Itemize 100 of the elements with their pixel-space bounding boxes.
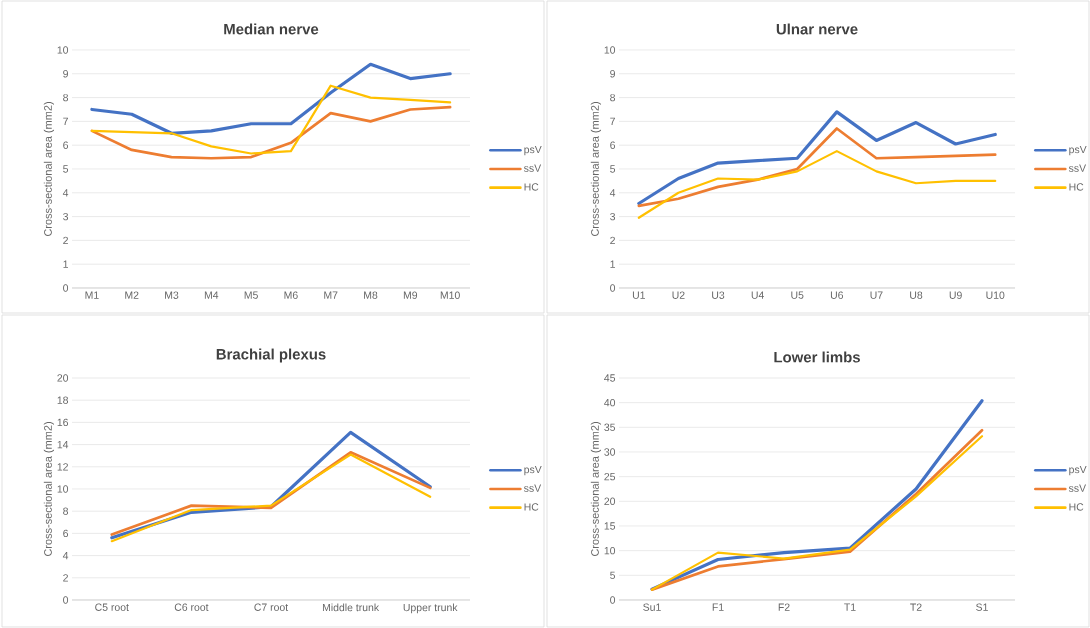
x-tick-label: T2 <box>910 603 922 611</box>
y-tick-label: 10 <box>604 546 616 555</box>
chart-title: Brachial plexus <box>216 348 326 363</box>
x-tick-label: U3 <box>712 291 725 299</box>
x-tick-label: M6 <box>284 291 298 299</box>
y-tick-label: 4 <box>609 189 616 197</box>
y-axis-title: Cross-sectional area (mm2) <box>43 102 55 237</box>
y-tick-label: 20 <box>57 374 69 382</box>
y-tick-label: 1 <box>610 260 615 268</box>
y-tick-label: 7 <box>63 117 68 125</box>
line-series <box>637 127 997 208</box>
x-tick-label: M5 <box>244 291 258 299</box>
x-tick-label: Upper trunk <box>403 603 458 614</box>
y-tick-label: 6 <box>610 141 616 149</box>
y-tick-label: 3 <box>610 212 616 221</box>
y-tick-label: 4 <box>62 552 69 560</box>
y-tick-label: 8 <box>610 93 616 102</box>
y-tick-label: 0 <box>63 284 69 292</box>
x-tick-label: S1 <box>976 603 988 611</box>
legend-label: ssV <box>1068 164 1087 172</box>
y-tick-label: 12 <box>57 463 68 471</box>
y-tick-label: 0 <box>63 596 69 604</box>
x-tick-label: U2 <box>672 291 685 299</box>
y-tick-label: 6 <box>63 529 69 538</box>
x-tick-label: U4 <box>751 291 764 299</box>
x-tick-label: U8 <box>910 291 923 299</box>
chart-title: Median nerve <box>224 23 319 35</box>
line-series <box>637 110 997 206</box>
x-tick-label: C6 root <box>174 603 209 611</box>
x-tick-label: T1 <box>844 603 856 611</box>
x-tick-label: U6 <box>830 291 844 299</box>
y-tick-label: 8 <box>63 93 69 102</box>
legend-label: ssV <box>524 484 542 492</box>
y-tick-label: 2 <box>63 574 68 582</box>
y-tick-label: 0 <box>610 596 616 604</box>
line-series <box>90 62 452 135</box>
y-tick-label: 15 <box>604 522 616 530</box>
x-tick-label: C7 root <box>254 603 289 611</box>
y-tick-label: 2 <box>63 236 68 245</box>
x-tick-label: M4 <box>204 291 219 299</box>
legend-label: ssV <box>1068 484 1087 492</box>
y-tick-label: 18 <box>57 396 69 404</box>
y-tick-label: 9 <box>610 70 615 78</box>
legend-label: HC <box>1069 503 1084 511</box>
y-tick-label: 0 <box>610 284 616 292</box>
x-tick-label: Su1 <box>643 603 661 611</box>
y-tick-label: 45 <box>604 374 616 382</box>
legend-label: psV <box>524 145 542 156</box>
y-tick-label: 20 <box>604 497 616 506</box>
y-tick-label: 40 <box>604 398 616 407</box>
x-tick-label: M10 <box>440 291 460 299</box>
line-series <box>637 150 997 219</box>
x-tick-label: U5 <box>791 291 804 299</box>
legend-label: HC <box>524 183 539 191</box>
y-tick-label: 10 <box>57 485 69 493</box>
legend-label: ssV <box>524 164 542 172</box>
y-tick-label: 2 <box>610 236 615 245</box>
legend-label: psV <box>524 465 542 476</box>
y-tick-label: 7 <box>610 117 615 125</box>
legend-label: psV <box>1069 145 1087 156</box>
x-tick-label: U9 <box>949 291 962 299</box>
y-tick-label: 8 <box>63 507 69 515</box>
y-tick-label: 35 <box>604 423 616 432</box>
y-tick-label: 30 <box>604 448 616 456</box>
x-tick-label: M1 <box>85 291 99 299</box>
legend-label: psV <box>1069 465 1087 476</box>
y-tick-label: 4 <box>62 189 69 197</box>
x-tick-label: M3 <box>165 291 179 299</box>
y-tick-label: 14 <box>57 441 69 449</box>
x-tick-label: M9 <box>403 291 418 299</box>
chart-title: Lower limbs <box>774 351 860 363</box>
x-tick-label: F1 <box>712 603 724 611</box>
line-series <box>650 399 984 591</box>
y-tick-label: 9 <box>63 70 68 78</box>
y-tick-label: 6 <box>63 141 69 149</box>
x-tick-label: Middle trunk <box>322 603 380 612</box>
y-tick-label: 3 <box>63 212 69 221</box>
x-tick-label: F2 <box>778 603 790 611</box>
y-axis-title: Cross-sectional area (mm2) <box>43 422 55 557</box>
y-axis-title: Cross-sectional area (mm2) <box>590 422 602 557</box>
line-series <box>90 84 452 155</box>
y-tick-label: 10 <box>57 46 69 54</box>
y-tick-label: 5 <box>610 165 616 173</box>
y-tick-label: 10 <box>604 46 616 54</box>
line-series <box>90 105 452 160</box>
x-tick-label: M2 <box>125 291 139 299</box>
y-tick-label: 5 <box>63 165 69 173</box>
y-tick-label: 16 <box>57 418 69 427</box>
y-axis-title: Cross-sectional area (mm2) <box>590 102 602 237</box>
legend-label: HC <box>524 503 539 511</box>
y-tick-label: 5 <box>610 571 616 579</box>
x-tick-label: C5 root <box>95 603 129 611</box>
x-tick-label: U7 <box>870 291 883 299</box>
y-tick-label: 25 <box>604 472 616 481</box>
y-tick-label: 1 <box>63 260 68 268</box>
x-tick-label: M7 <box>324 291 338 299</box>
x-tick-label: U1 <box>632 291 645 299</box>
legend-label: HC <box>1069 183 1084 191</box>
chart-title: Ulnar nerve <box>776 23 858 35</box>
x-tick-label: U10 <box>986 291 1005 299</box>
